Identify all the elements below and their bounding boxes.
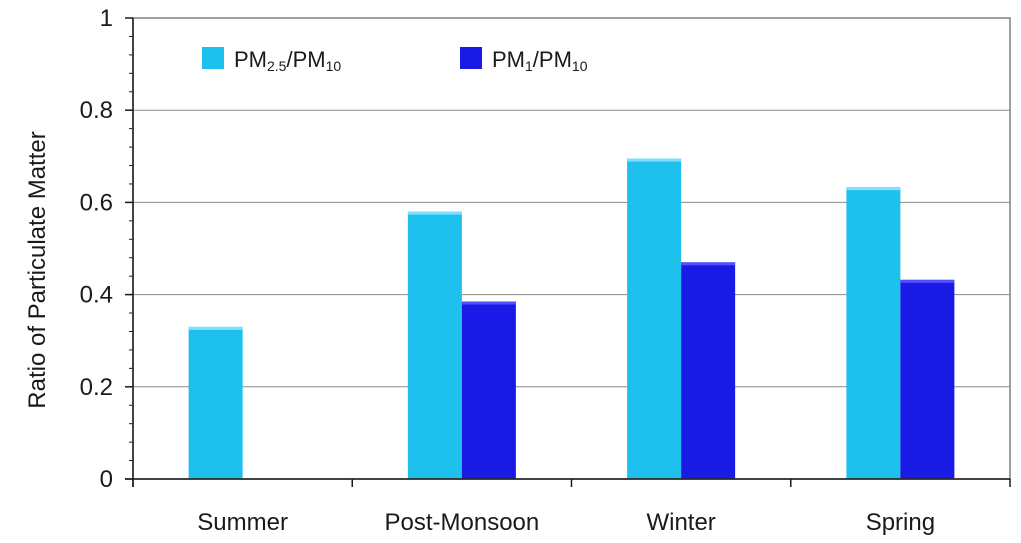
bars [188,158,955,480]
bar [627,158,682,480]
y-tick-label: 0 [100,466,113,493]
bar-highlight [846,187,901,191]
category-labels: Summer Post-Monsoon Winter Spring [197,509,935,536]
y-tick-label: 0.8 [80,97,113,124]
bar [188,326,243,479]
legend-label: PM2.5/PM10 [234,47,341,74]
legend: PM2.5/PM10 PM1/PM10 [202,47,588,74]
bar [461,301,516,479]
legend-swatch [460,47,482,69]
bar-highlight [188,326,243,330]
category-label: Post-Monsoon [385,509,540,536]
bar-highlight [407,211,462,215]
bar-highlight [681,262,736,266]
bar-highlight [461,301,516,305]
legend-swatch [202,47,224,69]
bar [900,279,955,479]
bar [846,187,901,479]
y-tick-labels: 0 0.2 0.4 0.6 0.8 1 [80,5,113,493]
bar [681,262,736,479]
category-label: Summer [197,509,288,536]
y-tick-label: 0.2 [80,374,113,401]
bar-highlight [900,279,955,283]
y-tick-label: 0.4 [80,282,113,309]
bar-highlight [627,158,682,162]
bar [407,211,462,479]
y-tick-label: 0.6 [80,189,113,216]
category-label: Spring [866,509,935,536]
category-label: Winter [646,509,715,536]
legend-label: PM1/PM10 [492,47,588,74]
y-axis-title: Ratio of Particulate Matter [24,131,51,408]
y-tick-label: 1 [100,5,113,32]
axes [125,17,1011,487]
